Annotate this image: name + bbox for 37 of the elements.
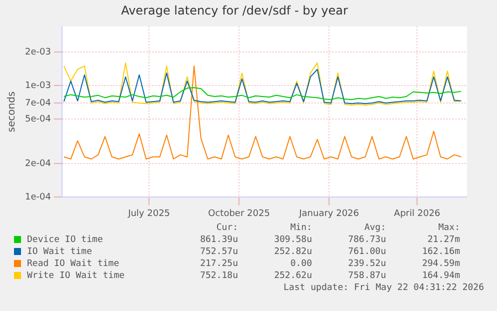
- legend-label: Device IO time: [26, 234, 104, 246]
- x-tick-label: October 2025: [208, 208, 270, 219]
- text: 252.62u: [273, 270, 313, 282]
- y-tick-label: 7e-04: [24, 98, 52, 108]
- legend-label: IO Wait time: [26, 246, 94, 258]
- y-tick-label: 2e-03: [24, 47, 51, 58]
- text: 162.16m: [421, 246, 461, 258]
- text: Max:: [437, 222, 461, 234]
- x-tick-label: July 2025: [127, 208, 170, 219]
- text: 164.94m: [421, 270, 461, 282]
- chart-title: Average latency for /dev/sdf - by year: [121, 3, 348, 18]
- text: 294.59m: [421, 258, 461, 270]
- text: 21.27m: [426, 234, 461, 246]
- text: 752.18u: [199, 270, 239, 282]
- text: Cur:: [215, 222, 239, 234]
- y-tick-label: 5e-04: [24, 114, 52, 125]
- y-axis-title: seconds: [6, 91, 18, 132]
- text: 0.00: [289, 258, 313, 270]
- y-tick-label: 1e-04: [24, 192, 52, 203]
- text: 309.58u: [273, 234, 313, 246]
- x-tick-label: April 2026: [394, 208, 441, 219]
- text: Min:: [289, 222, 313, 234]
- y-tick-label: 2e-04: [24, 158, 52, 169]
- text: Last update: Fri May 22 04:31:22 2026: [282, 282, 484, 294]
- text: 786.73u: [347, 234, 387, 246]
- text: 758.87u: [347, 270, 387, 282]
- text: Avg:: [363, 222, 387, 234]
- legend-label: Read IO Wait time: [26, 258, 120, 270]
- text: 761.00u: [347, 246, 387, 258]
- text: 861.39u: [199, 234, 239, 246]
- y-tick-label: 1e-03: [24, 81, 51, 92]
- legend-label: Write IO Wait time: [26, 270, 126, 282]
- text: 752.57u: [199, 246, 239, 258]
- text: 239.52u: [347, 258, 387, 270]
- text: 252.82u: [273, 246, 313, 258]
- x-tick-label: January 2026: [298, 208, 360, 219]
- text: 217.25u: [199, 258, 239, 270]
